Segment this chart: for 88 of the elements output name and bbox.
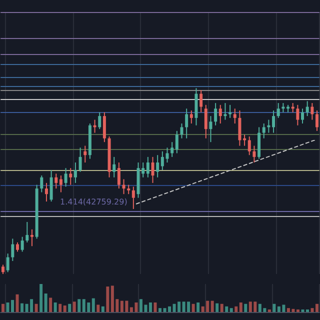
bar bbox=[306, 309, 309, 312]
candlestick bbox=[44, 182, 48, 202]
bar bbox=[1, 304, 4, 312]
bar bbox=[192, 304, 195, 312]
bar bbox=[16, 294, 19, 312]
candlestick bbox=[102, 112, 106, 143]
candlestick bbox=[6, 253, 10, 273]
candlestick bbox=[40, 175, 44, 193]
bar bbox=[40, 284, 43, 312]
candlestick bbox=[170, 142, 174, 158]
candlestick bbox=[146, 156, 150, 178]
bar bbox=[148, 302, 152, 312]
bar bbox=[225, 306, 228, 312]
bar bbox=[92, 298, 95, 312]
bar bbox=[101, 306, 104, 312]
bar bbox=[63, 306, 66, 312]
candlestick bbox=[233, 108, 236, 124]
candlestick bbox=[78, 147, 82, 172]
annotation: 1.414(42759.29) bbox=[60, 198, 128, 206]
candlestick bbox=[204, 104, 208, 139]
candlestick bbox=[238, 110, 242, 146]
bar bbox=[6, 302, 10, 312]
candlestick bbox=[200, 90, 203, 113]
candlestick bbox=[316, 110, 319, 132]
candlestick bbox=[54, 173, 58, 190]
bar bbox=[230, 308, 233, 312]
candlestick bbox=[26, 221, 29, 243]
bar bbox=[68, 304, 72, 312]
candlestick bbox=[117, 162, 120, 190]
bar bbox=[234, 306, 238, 312]
candlestick bbox=[296, 104, 300, 126]
candlestick bbox=[272, 110, 276, 134]
candlestick bbox=[306, 100, 309, 117]
candlestick bbox=[209, 116, 212, 143]
bar bbox=[106, 286, 110, 312]
bar bbox=[34, 304, 38, 312]
candlestick bbox=[262, 122, 266, 139]
candlestick bbox=[11, 238, 14, 262]
bar bbox=[78, 299, 81, 312]
candlestick bbox=[127, 184, 130, 195]
bar bbox=[49, 298, 52, 312]
bar bbox=[301, 309, 304, 312]
candlestick bbox=[175, 130, 178, 154]
candlestick bbox=[224, 102, 227, 120]
candlestick bbox=[132, 186, 135, 210]
bar bbox=[54, 302, 57, 312]
bar bbox=[216, 303, 219, 312]
candlestick bbox=[185, 108, 188, 139]
candlestick bbox=[156, 154, 160, 178]
candlestick bbox=[98, 112, 102, 130]
candlestick bbox=[59, 175, 62, 193]
candlestick bbox=[180, 122, 184, 139]
candlestick bbox=[122, 178, 126, 195]
bar bbox=[96, 304, 100, 312]
candlestick bbox=[30, 228, 34, 247]
candlestick bbox=[112, 156, 116, 178]
bar bbox=[196, 302, 200, 312]
candlestick bbox=[218, 104, 222, 124]
candlestick bbox=[301, 108, 304, 124]
bar bbox=[154, 302, 157, 312]
candlestick bbox=[190, 110, 193, 124]
candlestick bbox=[69, 168, 72, 186]
candlestick bbox=[276, 102, 280, 118]
candlestick bbox=[64, 168, 68, 188]
candlestick bbox=[310, 102, 314, 120]
candlestick bbox=[50, 169, 53, 202]
candlestick bbox=[252, 145, 256, 164]
bar bbox=[244, 304, 248, 312]
bar bbox=[220, 304, 224, 312]
bar bbox=[239, 302, 242, 312]
bar bbox=[268, 309, 271, 312]
candlestick bbox=[248, 136, 251, 156]
bar bbox=[210, 300, 214, 312]
candlestick bbox=[214, 102, 218, 126]
candlestick bbox=[20, 236, 24, 252]
candlestick bbox=[74, 162, 77, 184]
candlestick bbox=[1, 264, 4, 274]
bar bbox=[58, 304, 62, 312]
bar bbox=[272, 304, 276, 312]
bar bbox=[44, 294, 48, 312]
bar bbox=[158, 308, 162, 312]
bar bbox=[296, 309, 300, 312]
bar bbox=[20, 303, 24, 312]
candlestick bbox=[151, 156, 154, 184]
candlestick bbox=[84, 145, 87, 164]
bar bbox=[72, 302, 76, 312]
bar bbox=[11, 300, 14, 312]
candlestick bbox=[16, 242, 19, 252]
